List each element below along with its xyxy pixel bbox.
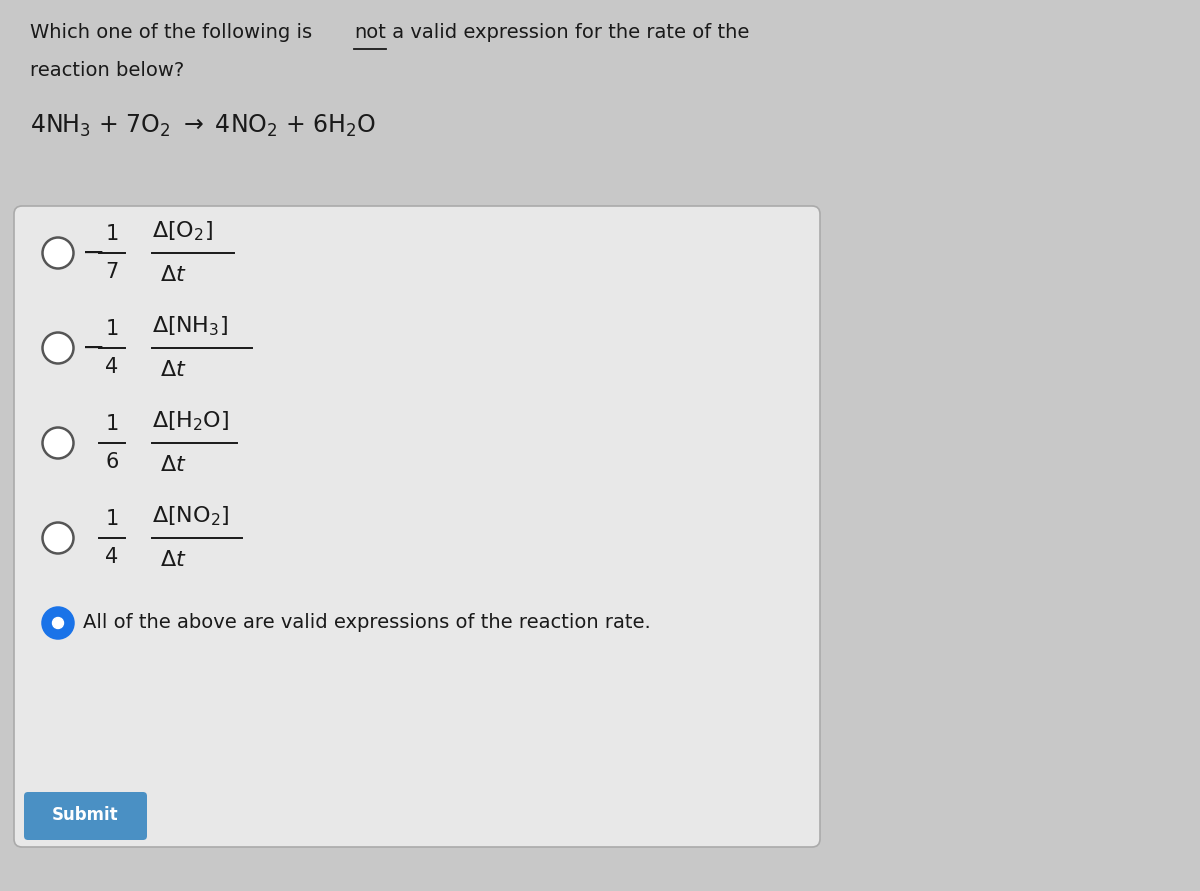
Text: 4: 4: [106, 547, 119, 567]
Text: $\Delta t$: $\Delta t$: [160, 550, 187, 570]
Text: $\Delta$[O$_2$]: $\Delta$[O$_2$]: [152, 219, 212, 243]
Text: $\Delta t$: $\Delta t$: [160, 265, 187, 285]
Text: $\Delta t$: $\Delta t$: [160, 455, 187, 475]
Text: 6: 6: [106, 452, 119, 472]
Text: 1: 1: [106, 414, 119, 434]
Text: $\Delta$[NO$_2$]: $\Delta$[NO$_2$]: [152, 504, 229, 527]
Text: 4: 4: [106, 357, 119, 377]
Text: Submit: Submit: [52, 806, 119, 824]
Circle shape: [42, 238, 73, 268]
FancyBboxPatch shape: [24, 792, 148, 840]
Text: 1: 1: [106, 319, 119, 339]
Text: −: −: [82, 239, 106, 267]
Text: −: −: [82, 334, 106, 362]
Text: All of the above are valid expressions of the reaction rate.: All of the above are valid expressions o…: [83, 614, 650, 633]
FancyBboxPatch shape: [14, 206, 820, 847]
Text: 7: 7: [106, 262, 119, 282]
Text: a valid expression for the rate of the: a valid expression for the rate of the: [386, 23, 750, 42]
Circle shape: [42, 428, 73, 459]
Circle shape: [42, 332, 73, 364]
Circle shape: [53, 617, 64, 628]
Text: not: not: [354, 23, 386, 42]
Text: 1: 1: [106, 509, 119, 529]
Text: 1: 1: [106, 224, 119, 244]
Text: $\Delta$[NH$_3$]: $\Delta$[NH$_3$]: [152, 315, 228, 338]
Text: Which one of the following is: Which one of the following is: [30, 23, 318, 42]
Text: 4NH$_3$ + 7O$_2$ $\rightarrow$ 4NO$_2$ + 6H$_2$O: 4NH$_3$ + 7O$_2$ $\rightarrow$ 4NO$_2$ +…: [30, 113, 377, 139]
Text: reaction below?: reaction below?: [30, 61, 185, 80]
Text: $\Delta$[H$_2$O]: $\Delta$[H$_2$O]: [152, 409, 229, 433]
Circle shape: [42, 522, 73, 553]
Text: $\Delta t$: $\Delta t$: [160, 360, 187, 380]
Circle shape: [42, 608, 73, 639]
